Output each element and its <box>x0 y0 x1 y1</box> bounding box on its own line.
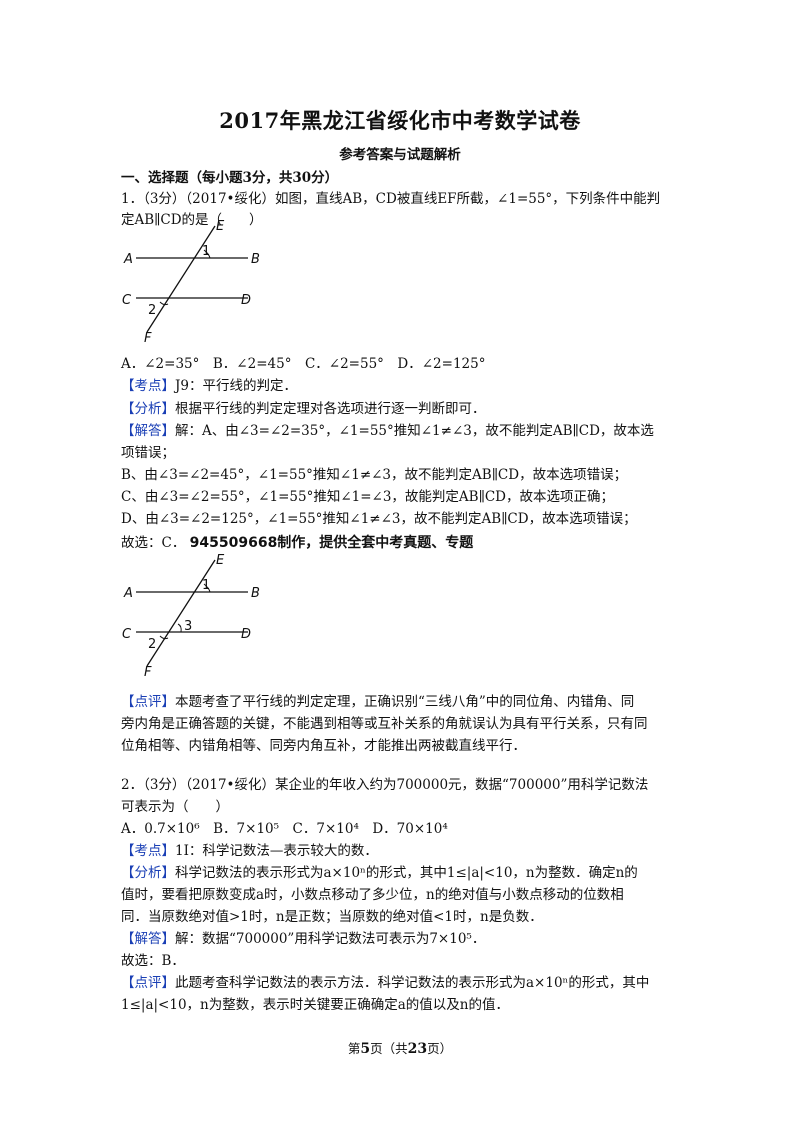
label-angle-2: 2 <box>148 637 156 652</box>
label-d: D <box>241 627 251 642</box>
fenxi-tag: 【分析】 <box>121 865 175 881</box>
angle-1-arc <box>203 583 211 593</box>
angle-1-arc <box>203 249 211 259</box>
page-title: 2017年黑龙江省绥化市中考数学试卷 <box>219 108 581 133</box>
q2-fenxi-line2: 值时，要看把原数变成a时，小数点移动了多少位，n的绝对值与小数点移动的位数相 <box>121 887 624 903</box>
q1-stem-line2: 定AB∥CD的是（ ） <box>121 212 263 228</box>
q1-jieda-line5: D、由∠3=∠2=125°，∠1=55°推知∠1≠∠3，故不能判定AB∥CD，故… <box>121 511 637 527</box>
label-angle-1: 1 <box>202 578 210 593</box>
kaodian-text: 1I：科学记数法—表示较大的数． <box>175 843 378 859</box>
kaodian-tag: 【考点】 <box>121 378 175 394</box>
q1-solution-figure: A B C D E F 1 2 3 <box>122 553 260 678</box>
q1-kaodian: 【考点】J9：平行线的判定． <box>121 374 297 394</box>
q1-figure: A B C D E F 1 2 <box>122 219 260 344</box>
jieda-tag: 【解答】 <box>121 423 175 439</box>
label-angle-1: 1 <box>202 244 210 259</box>
q1-options: A．∠2=35° B．∠2=45° C．∠2=55° D．∠2=125° <box>121 356 486 372</box>
label-b: B <box>251 586 260 601</box>
label-f: F <box>144 665 152 678</box>
q1-jieda-line4: C、由∠3=∠2=55°，∠1=55°推知∠1=∠3，故能判定AB∥CD，故本选… <box>121 489 614 505</box>
label-a: A <box>123 252 133 267</box>
footer-pre: 第 <box>347 1041 361 1056</box>
q1-jieda: 【解答】解：A、由∠3=∠2=35°，∠1=55°推知∠1≠∠3，故不能判定AB… <box>121 419 654 439</box>
dianping-text-1: 本题考查了平行线的判定定理，正确识别“三线八角”中的同位角、内错角、同 <box>175 694 635 710</box>
angle-2-arc <box>159 301 169 306</box>
footer-mid: 页（共 <box>370 1041 408 1056</box>
q2-dianping: 【点评】此题考查科学记数法的表示方法．科学记数法的表示形式为a×10ⁿ的形式，其… <box>121 971 649 991</box>
section-heading: 一、选择题（每小题3分，共30分） <box>121 170 339 186</box>
q1-jieda-line3: B、由∠3=∠2=45°，∠1=55°推知∠1≠∠3，故不能判定AB∥CD，故本… <box>121 467 628 483</box>
q2-stem-line2: 可表示为（ ） <box>121 799 229 815</box>
q2-fenxi: 【分析】科学记数法的表示形式为a×10ⁿ的形式，其中1≤|a|<10，n为整数．… <box>121 861 638 881</box>
jieda-tag: 【解答】 <box>121 931 175 947</box>
angle-3-arc <box>177 623 182 633</box>
jieda-text-1: 解：A、由∠3=∠2=35°，∠1=55°推知∠1≠∠3，故不能判定AB∥CD，… <box>175 423 654 439</box>
label-c: C <box>122 293 132 308</box>
kaodian-text: J9：平行线的判定． <box>175 378 298 394</box>
label-a: A <box>123 586 133 601</box>
q2-fenxi-line3: 同．当原数绝对值>1时，n是正数；当原数的绝对值<1时，n是负数． <box>121 909 543 925</box>
current-page: 5 <box>360 1041 371 1057</box>
q1-stem-line1: 1．（3分）（2017•绥化）如图，直线AB，CD被直线EF所截，∠1=55°，… <box>121 191 661 207</box>
label-angle-3: 3 <box>184 619 192 634</box>
q2-dianping-line2: 1≤|a|<10，n为整数，表示时关键要正确确定a的值以及n的值． <box>121 997 509 1013</box>
dianping-tag: 【点评】 <box>121 694 175 710</box>
page-subtitle: 参考答案与试题解析 <box>339 147 461 163</box>
jieda-text: 解：数据“700000”用科学记数法可表示为7×10⁵． <box>175 931 486 947</box>
kaodian-tag: 【考点】 <box>121 843 175 859</box>
label-b: B <box>251 252 260 267</box>
q1-fenxi: 【分析】根据平行线的判定定理对各选项进行逐一判断即可． <box>121 397 486 417</box>
label-d: D <box>241 293 251 308</box>
q2-options: A．0.7×10⁶ B．7×10⁵ C．7×10⁴ D．70×10⁴ <box>121 821 448 837</box>
watermark-text: 945509668制作，提供全套中考真题、专题 <box>189 535 474 551</box>
label-e: E <box>216 219 225 234</box>
line-ef <box>146 559 216 667</box>
q1-dianping-line3: 位角相等、内错角相等、同旁内角互补，才能推出两被截直线平行． <box>121 738 526 754</box>
q1-answer-line: 故选：C． 945509668制作，提供全套中考真题、专题 <box>121 531 473 552</box>
q2-answer: 故选：B． <box>121 953 185 969</box>
fenxi-text: 根据平行线的判定定理对各选项进行逐一判断即可． <box>175 401 486 417</box>
label-e: E <box>216 553 225 568</box>
footer-post: 页） <box>427 1041 453 1056</box>
fenxi-text-1: 科学记数法的表示形式为a×10ⁿ的形式，其中1≤|a|<10，n为整数．确定n的 <box>175 865 638 881</box>
dianping-text-1: 此题考查科学记数法的表示方法．科学记数法的表示形式为a×10ⁿ的形式，其中 <box>175 975 650 991</box>
total-pages: 23 <box>407 1041 428 1057</box>
label-f: F <box>144 331 152 344</box>
q1-answer: 故选：C． <box>121 535 186 551</box>
q1-jieda-line2: 项错误； <box>121 445 175 461</box>
q1-dianping: 【点评】本题考查了平行线的判定定理，正确识别“三线八角”中的同位角、内错角、同 <box>121 690 634 710</box>
line-ef <box>146 225 216 333</box>
angle-2-arc <box>159 635 169 640</box>
label-angle-2: 2 <box>148 303 156 318</box>
q2-stem-line1: 2．（3分）（2017•绥化）某企业的年收入约为700000元，数据“70000… <box>121 777 649 793</box>
q1-dianping-line2: 旁内角是正确答题的关键，不能遇到相等或互补关系的角就误认为具有平行关系，只有同 <box>121 716 648 732</box>
label-c: C <box>122 627 132 642</box>
fenxi-tag: 【分析】 <box>121 401 175 417</box>
page-footer: 第5页（共23页） <box>0 1038 800 1057</box>
q2-kaodian: 【考点】1I：科学记数法—表示较大的数． <box>121 839 378 859</box>
q2-jieda: 【解答】解：数据“700000”用科学记数法可表示为7×10⁵． <box>121 927 485 947</box>
dianping-tag: 【点评】 <box>121 975 175 991</box>
